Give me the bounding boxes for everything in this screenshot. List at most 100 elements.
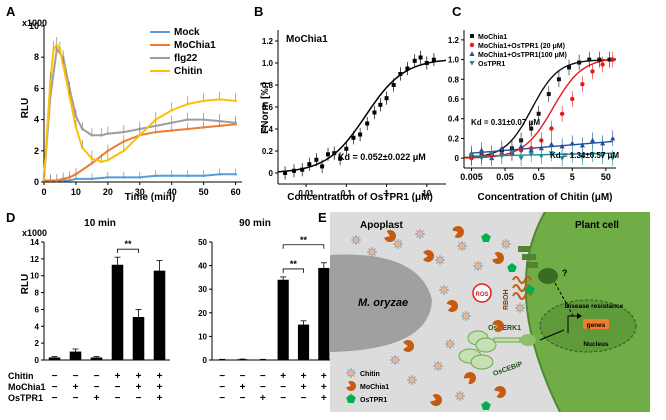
panel-a-legend-label: MoChia1 bbox=[174, 40, 216, 51]
panel-letter-d: D bbox=[6, 210, 15, 225]
panel-letter-a: A bbox=[6, 4, 16, 19]
panel-c-point bbox=[538, 154, 544, 159]
panel-d-condition-symbol: − bbox=[73, 393, 79, 404]
cerk1-signal-arrow bbox=[539, 329, 565, 341]
panel-c-point bbox=[478, 147, 485, 153]
panel-c-xtick-label: 0.005 bbox=[460, 172, 483, 182]
panel-a-ylabel: RLU bbox=[20, 98, 31, 119]
panel-a-point bbox=[202, 99, 205, 103]
panel-b-point bbox=[326, 152, 331, 157]
chitin-icon bbox=[350, 234, 362, 246]
apoplast-label: Apoplast bbox=[360, 220, 403, 231]
panel-b-ytick-label: 0.2 bbox=[262, 147, 274, 156]
panel-d-condition-symbol: − bbox=[280, 393, 286, 404]
panel-c-xlabel: Concentration of Chitin (μM) bbox=[478, 192, 613, 203]
panel-c-point bbox=[610, 156, 616, 161]
mochia1-icon bbox=[430, 394, 442, 407]
panel-d1-bar bbox=[69, 351, 82, 360]
mochia1-icon bbox=[492, 252, 504, 265]
panel-d-condition-symbol: + bbox=[94, 393, 100, 404]
panel-a-point bbox=[122, 176, 126, 179]
panel-d-condition-symbol: + bbox=[301, 371, 307, 382]
panel-a-point bbox=[52, 48, 55, 51]
panel-b-fit-curve bbox=[277, 59, 447, 173]
mochia1-icon bbox=[403, 340, 415, 352]
panel-c-legend-marker bbox=[469, 42, 475, 48]
oscerk1-receptor bbox=[467, 330, 536, 353]
panel-a-ytick-label: 8 bbox=[34, 52, 39, 62]
panel-a-chart: 0 2 4 6 8 10 0 10 20 30 40 50 60 x1000 RLU Time (min… bbox=[20, 18, 242, 203]
panel-b-kd-annotation: Kd = 0.052±0.022 μM bbox=[338, 152, 426, 162]
panel-a-point bbox=[218, 98, 221, 101]
panel-c-ytick-label: 0.6 bbox=[448, 95, 460, 104]
ostpr1-membrane-protein bbox=[518, 246, 558, 284]
panel-a-point bbox=[186, 118, 190, 121]
panel-a-point bbox=[234, 121, 237, 125]
panel-a-point bbox=[74, 172, 78, 176]
mochia1-icon bbox=[446, 299, 459, 312]
genes-label: genes bbox=[587, 322, 606, 329]
panel-c-xtick-label: 0.05 bbox=[496, 172, 514, 182]
panel-d2-title: 90 min bbox=[239, 218, 271, 229]
panel-a-point bbox=[234, 172, 237, 176]
panel-c-point bbox=[610, 135, 616, 141]
panel-c-point bbox=[529, 126, 534, 131]
pathogen-label: M. oryzae bbox=[358, 297, 408, 309]
panel-c-legend-label: OsTPR1 bbox=[478, 61, 505, 68]
panel-b-xtick-label: 0.01 bbox=[298, 189, 314, 198]
panel-d2-ytick-label: 50 bbox=[198, 238, 207, 247]
panel-d-condition-symbol: − bbox=[260, 382, 266, 393]
panel-d-condition-symbol: + bbox=[321, 382, 327, 393]
panel-a-point bbox=[186, 102, 190, 106]
panel-d-condition-symbol: + bbox=[136, 382, 142, 393]
panel-a-point bbox=[68, 94, 71, 98]
panel-a-ytick-label: 4 bbox=[34, 115, 39, 125]
panel-d-condition-symbol: + bbox=[136, 371, 142, 382]
panel-d1-sig-bracket bbox=[117, 248, 139, 254]
panel-a-point bbox=[154, 118, 158, 121]
panel-d-condition-symbol: − bbox=[115, 382, 121, 393]
panel-c-point bbox=[559, 156, 565, 161]
panel-c-point bbox=[478, 156, 485, 161]
panel-a-point bbox=[55, 43, 59, 47]
panel-c-point bbox=[597, 57, 602, 62]
panel-d2-ytick-label: 0 bbox=[203, 356, 208, 365]
panel-d-condition-symbol: − bbox=[52, 371, 58, 382]
panel-a-series-line-1 bbox=[44, 123, 236, 182]
panel-c-legend-marker bbox=[470, 34, 474, 38]
panel-a-point bbox=[74, 115, 78, 118]
panel-b-point bbox=[292, 168, 297, 173]
panel-a-ytick-label: 6 bbox=[34, 83, 39, 93]
panel-a-ytick-label: 2 bbox=[34, 146, 39, 156]
panel-b-point bbox=[398, 72, 403, 76]
mochia1-icon bbox=[423, 250, 435, 262]
panel-c-legend-marker bbox=[469, 51, 475, 56]
panel-a-point bbox=[218, 119, 221, 123]
panel-d2-sig-bracket bbox=[282, 244, 325, 249]
panel-c-ytick-label: 0 bbox=[455, 154, 460, 163]
panel-d-condition-symbol: + bbox=[115, 371, 121, 382]
panel-c-point bbox=[548, 141, 555, 147]
panel-c-point bbox=[549, 126, 554, 131]
panel-b-xlabel: Concentration of OsTPR1 (μM) bbox=[287, 192, 433, 203]
panel-b-axes: 0 0.2 0.4 0.6 0.8 1.0 1.2 0.01 0.1 1 10 bbox=[262, 30, 446, 198]
panel-d1-bar bbox=[48, 357, 61, 360]
panel-c-point bbox=[589, 137, 596, 143]
chitin-icon bbox=[460, 310, 472, 322]
panel-letter-e: E bbox=[318, 210, 327, 225]
panel-a-point bbox=[90, 157, 94, 160]
legend-ostpr1-icon bbox=[346, 394, 356, 403]
panel-c-point bbox=[536, 111, 541, 116]
nucleus-label: Nucleus bbox=[583, 341, 609, 348]
panel-a-point bbox=[218, 172, 221, 176]
panel-c-xtick-label: 0.5 bbox=[532, 172, 545, 182]
panel-d1-ytick-label: 12 bbox=[30, 255, 39, 264]
panel-a-xtick-label: 10 bbox=[71, 187, 81, 197]
chitin-icon bbox=[454, 390, 466, 402]
panel-a-point bbox=[202, 118, 205, 121]
panel-d1-bar bbox=[111, 264, 124, 360]
panel-d2-ytick-label: 30 bbox=[198, 285, 207, 294]
panel-b-point bbox=[372, 110, 377, 115]
panel-d-condition-symbol: − bbox=[52, 393, 58, 404]
panel-d-condition-symbol: + bbox=[301, 382, 307, 393]
